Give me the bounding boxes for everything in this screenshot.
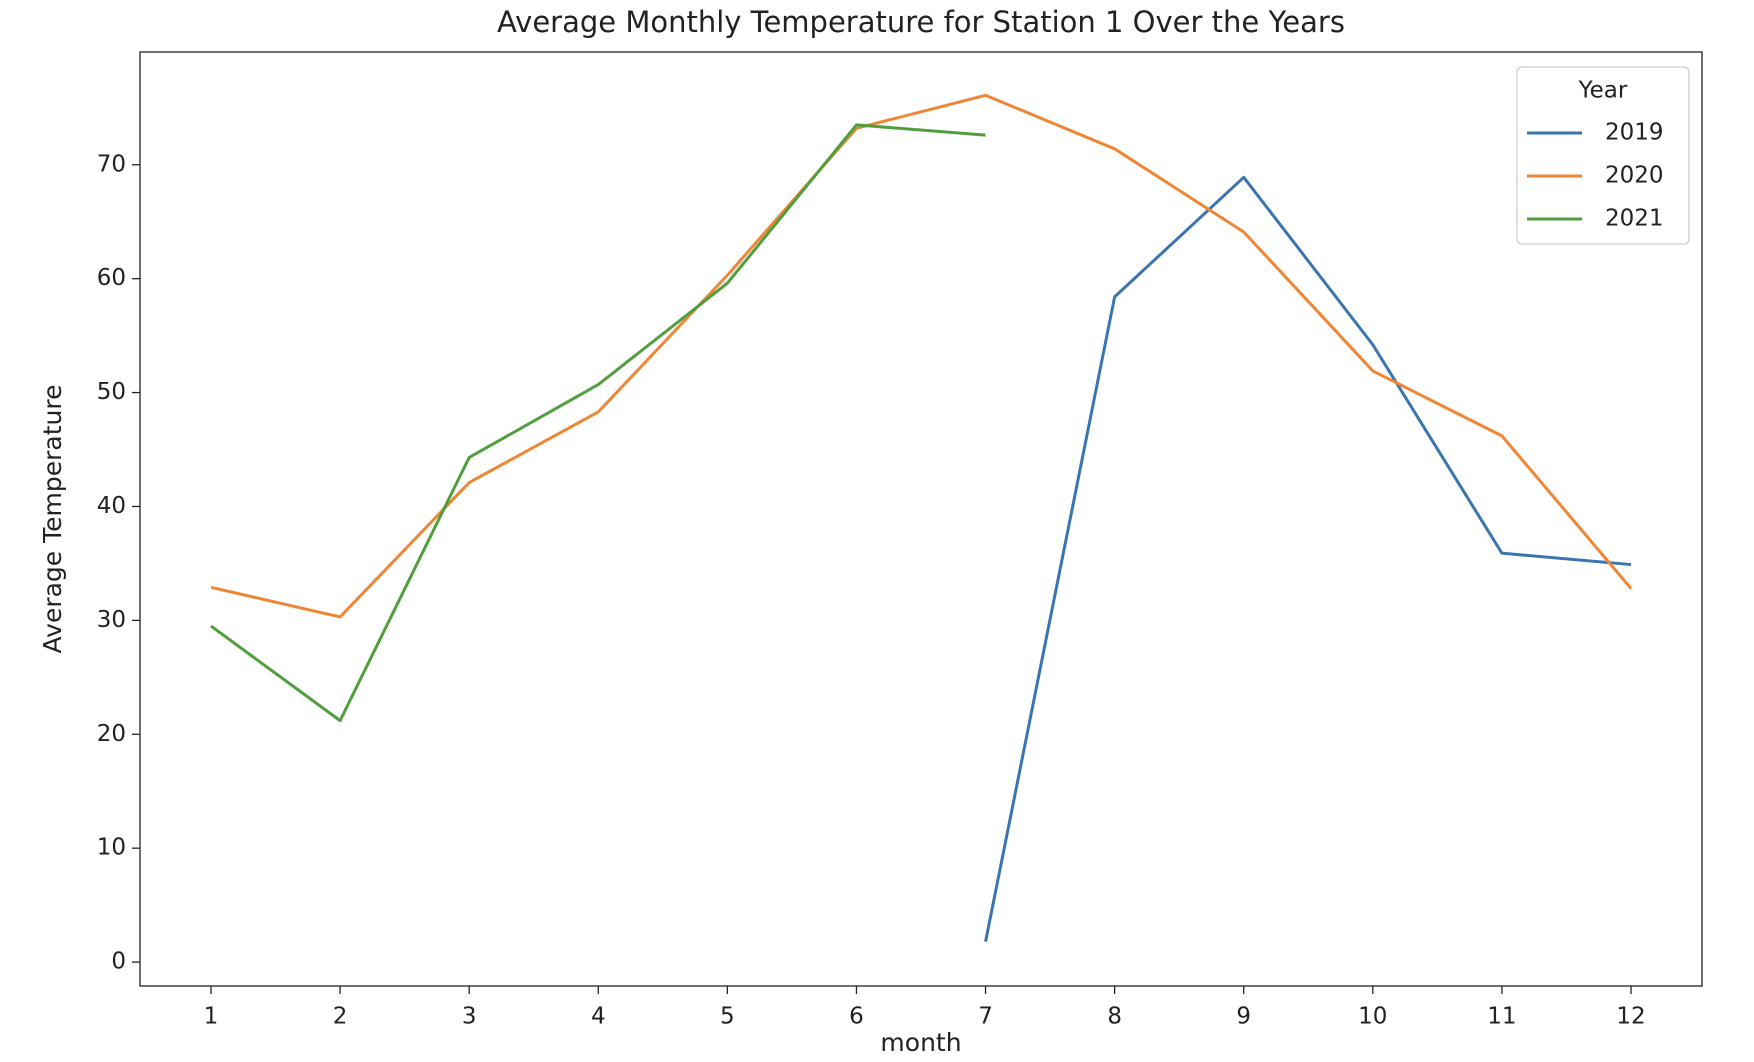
line [210, 93, 1633, 619]
x-tick-label: 3 [462, 1004, 477, 1030]
legend-label: 2019 [1605, 120, 1664, 146]
x-tick-label: 8 [1107, 1004, 1122, 1030]
line [210, 123, 986, 723]
y-tick-label: 70 [97, 151, 126, 177]
x-tick-label: 1 [204, 1004, 219, 1030]
x-tick-label: 6 [849, 1004, 864, 1030]
legend-box [1516, 66, 1690, 245]
y-tick-label: 20 [97, 721, 126, 747]
y-axis-label: Average Temperature [38, 385, 67, 654]
line [984, 175, 1632, 942]
y-tick-label: 40 [97, 493, 126, 519]
y-tick-label: 50 [97, 379, 126, 405]
legend-label: 2021 [1605, 206, 1664, 232]
x-tick-label: 5 [720, 1004, 735, 1030]
legend-title: Year [1578, 78, 1628, 104]
x-tick-label: 10 [1358, 1004, 1387, 1030]
y-tick-label: 10 [97, 835, 126, 861]
y-tick-label: 60 [97, 265, 126, 291]
chart-title: Average Monthly Temperature for Station … [497, 5, 1345, 39]
x-tick-label: 2 [333, 1004, 348, 1030]
y-tick-label: 30 [97, 607, 126, 633]
legend-label: 2020 [1605, 163, 1664, 189]
x-tick-label: 11 [1487, 1004, 1516, 1030]
x-axis-label: month [880, 1028, 961, 1057]
x-tick-label: 7 [978, 1004, 993, 1030]
y-tick-label: 0 [111, 949, 126, 975]
x-tick-label: 12 [1616, 1004, 1645, 1030]
plot-frame [139, 51, 1703, 987]
x-tick-label: 4 [591, 1004, 606, 1030]
x-tick-label: 9 [1236, 1004, 1251, 1030]
